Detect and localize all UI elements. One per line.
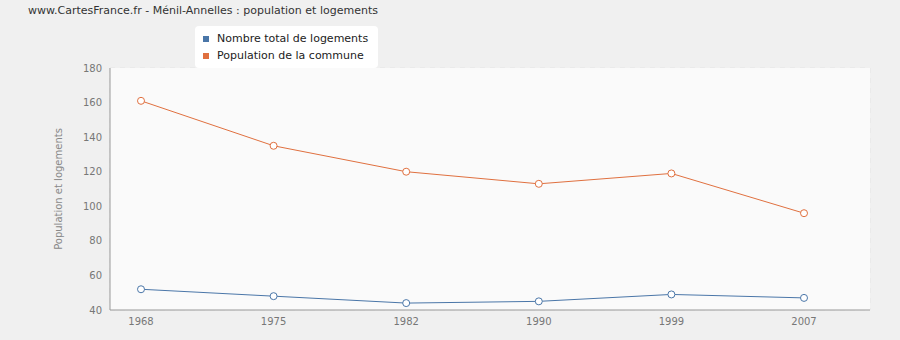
html-text:Population de la commune: Population de la commune — [217, 49, 364, 62]
svg-text:100: 100 — [83, 201, 102, 212]
svg-text:120: 120 — [83, 166, 102, 177]
svg-text:1990: 1990 — [526, 316, 551, 327]
svg-text:1975: 1975 — [261, 316, 286, 327]
html-text:www.CartesFrance.fr - Ménil-An: www.CartesFrance.fr - Ménil-Annelles : p… — [28, 4, 378, 17]
svg-text:80: 80 — [89, 235, 102, 246]
svg-text:1968: 1968 — [128, 316, 153, 327]
svg-text:Population et logements: Population et logements — [53, 128, 64, 250]
html-text:Nombre total de logements: Nombre total de logements — [217, 32, 369, 45]
svg-text:1999: 1999 — [659, 316, 684, 327]
svg-text:40: 40 — [89, 305, 102, 316]
svg-text:1982: 1982 — [393, 316, 418, 327]
svg-text:160: 160 — [83, 97, 102, 108]
svg-text:180: 180 — [83, 63, 102, 74]
svg-text:60: 60 — [89, 270, 102, 281]
svg-text:140: 140 — [83, 132, 102, 143]
svg-text:2007: 2007 — [791, 316, 816, 327]
